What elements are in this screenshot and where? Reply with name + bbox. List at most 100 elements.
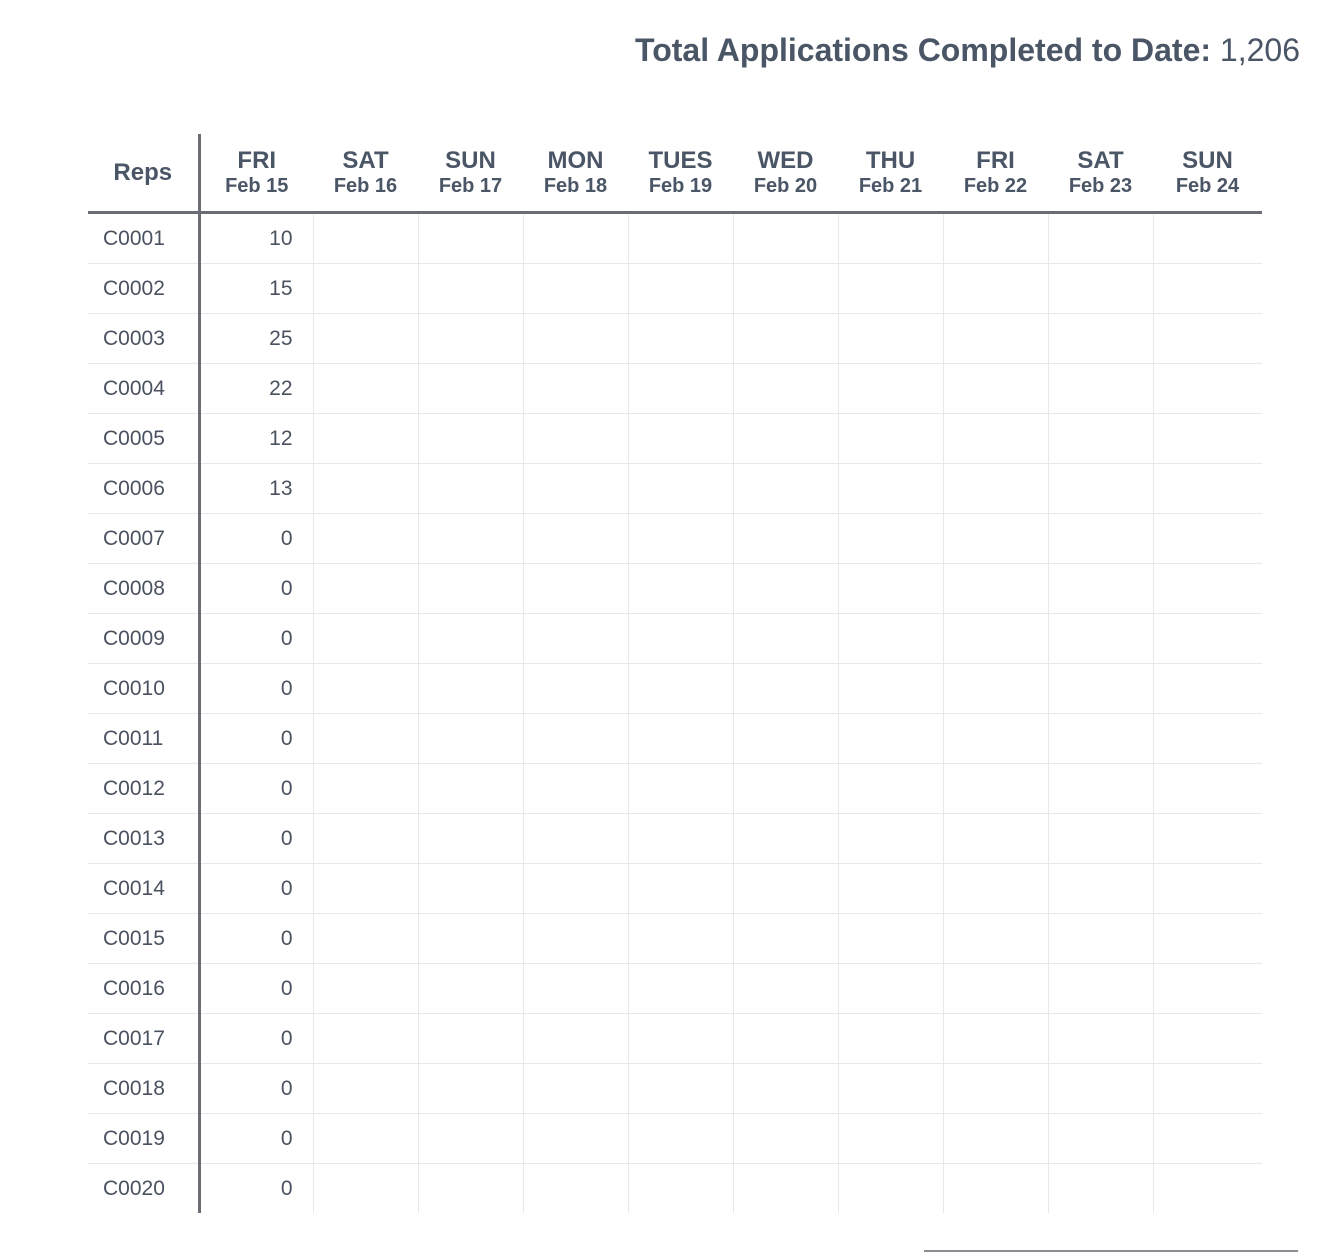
value-cell	[313, 212, 419, 264]
value-cell	[943, 913, 1049, 964]
day-of-week-label: TUES	[648, 146, 713, 174]
table-row: C0016 0	[88, 963, 1262, 1014]
value-cell	[838, 813, 944, 864]
value-cell	[523, 713, 629, 764]
table-row: C0015 0	[88, 913, 1262, 964]
value-cell	[838, 1113, 944, 1164]
value-cell	[523, 963, 629, 1014]
value-cell	[943, 1013, 1049, 1064]
value-cell: 0	[199, 663, 314, 714]
value-cell	[838, 212, 944, 264]
rep-id-cell: C0001	[88, 212, 201, 264]
value-cell	[733, 713, 839, 764]
value-cell	[1048, 863, 1154, 914]
rep-id-cell: C0019	[88, 1113, 201, 1164]
value-cell	[418, 863, 524, 914]
value-cell	[838, 1013, 944, 1064]
value-cell	[1153, 1063, 1262, 1114]
day-column-header: SUN Feb 17	[418, 134, 523, 214]
value-cell	[1153, 363, 1262, 414]
day-column-header: SAT Feb 23	[1048, 134, 1153, 214]
value-cell	[418, 913, 524, 964]
value-cell	[628, 963, 734, 1014]
value-cell	[733, 563, 839, 614]
table-row: C0013 0	[88, 813, 1262, 864]
value-cell	[838, 913, 944, 964]
rep-id-cell: C0015	[88, 913, 201, 964]
value-cell	[418, 463, 524, 514]
value-cell	[943, 313, 1049, 364]
table-row: C0001 10	[88, 212, 1262, 264]
value-cell	[523, 613, 629, 664]
value-cell	[1153, 313, 1262, 364]
day-of-week-label: SUN	[445, 146, 496, 174]
date-label: Feb 16	[333, 174, 398, 197]
value-cell	[733, 663, 839, 714]
rep-id-cell: C0007	[88, 513, 201, 564]
value-cell	[1048, 1163, 1154, 1213]
value-cell	[943, 1063, 1049, 1114]
value-cell	[1153, 1113, 1262, 1164]
value-cell	[628, 313, 734, 364]
value-cell	[628, 763, 734, 814]
table-row: C0020 0	[88, 1163, 1262, 1213]
value-cell	[733, 813, 839, 864]
rep-id-cell: C0010	[88, 663, 201, 714]
footer-divider	[924, 1250, 1298, 1252]
value-cell: 0	[199, 1063, 314, 1114]
value-cell	[523, 663, 629, 714]
day-of-week-label: SAT	[342, 146, 389, 174]
day-of-week-label: MON	[547, 146, 604, 174]
value-cell: 0	[199, 513, 314, 564]
value-cell	[313, 713, 419, 764]
value-cell	[523, 263, 629, 314]
value-cell	[418, 1013, 524, 1064]
total-applications-summary: Total Applications Completed to Date: 1,…	[635, 30, 1300, 70]
rep-id-cell: C0005	[88, 413, 201, 464]
value-cell	[628, 263, 734, 314]
date-label: Feb 24	[1175, 174, 1240, 197]
rep-id-cell: C0017	[88, 1013, 201, 1064]
rep-id-cell: C0011	[88, 713, 201, 764]
total-applications-label: Total Applications Completed to Date:	[635, 32, 1212, 68]
value-cell	[1048, 813, 1154, 864]
value-cell	[418, 1113, 524, 1164]
value-cell	[1153, 513, 1262, 564]
value-cell	[418, 1063, 524, 1114]
day-column-header: SUN Feb 24	[1153, 134, 1262, 214]
day-of-week-label: FRI	[237, 146, 277, 174]
value-cell	[313, 813, 419, 864]
value-cell	[943, 763, 1049, 814]
value-cell	[1048, 663, 1154, 714]
value-cell	[733, 1013, 839, 1064]
value-cell	[943, 263, 1049, 314]
value-cell	[313, 963, 419, 1014]
day-column-header: SAT Feb 16	[313, 134, 418, 214]
value-cell	[418, 363, 524, 414]
day-column-header: FRI Feb 22	[943, 134, 1048, 214]
value-cell	[733, 913, 839, 964]
value-cell	[943, 1113, 1049, 1164]
value-cell	[1048, 313, 1154, 364]
value-cell	[733, 613, 839, 664]
value-cell	[838, 313, 944, 364]
value-cell	[313, 363, 419, 414]
rep-id-cell: C0016	[88, 963, 201, 1014]
value-cell	[733, 1113, 839, 1164]
value-cell	[838, 513, 944, 564]
day-of-week-label: THU	[865, 146, 916, 174]
value-cell	[418, 513, 524, 564]
value-cell	[943, 863, 1049, 914]
value-cell	[1048, 363, 1154, 414]
rep-id-cell: C0018	[88, 1063, 201, 1114]
table-row: C0003 25	[88, 313, 1262, 364]
day-column-header: MON Feb 18	[523, 134, 628, 214]
value-cell	[1153, 813, 1262, 864]
value-cell	[1153, 413, 1262, 464]
value-cell	[523, 1013, 629, 1064]
value-cell	[523, 1113, 629, 1164]
value-cell	[1048, 763, 1154, 814]
value-cell	[838, 1063, 944, 1114]
table-row: C0010 0	[88, 663, 1262, 714]
value-cell	[1153, 613, 1262, 664]
